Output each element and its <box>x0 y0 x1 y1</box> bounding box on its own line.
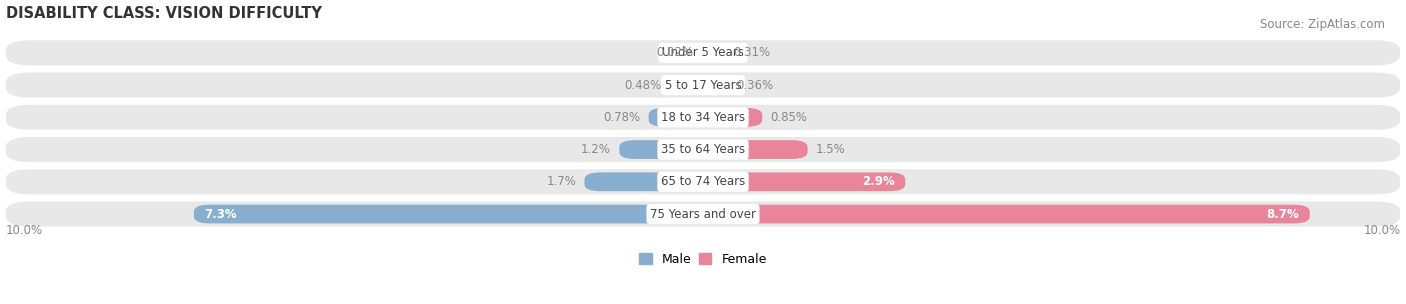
Text: 5 to 17 Years: 5 to 17 Years <box>665 79 741 92</box>
Text: 0.36%: 0.36% <box>737 79 773 92</box>
Text: 0.85%: 0.85% <box>770 111 807 124</box>
FancyBboxPatch shape <box>194 205 703 223</box>
FancyBboxPatch shape <box>703 172 905 191</box>
FancyBboxPatch shape <box>6 73 1400 98</box>
FancyBboxPatch shape <box>6 169 1400 194</box>
FancyBboxPatch shape <box>703 76 728 95</box>
Text: DISABILITY CLASS: VISION DIFFICULTY: DISABILITY CLASS: VISION DIFFICULTY <box>6 5 322 21</box>
FancyBboxPatch shape <box>585 172 703 191</box>
Text: 35 to 64 Years: 35 to 64 Years <box>661 143 745 156</box>
Text: 0.78%: 0.78% <box>603 111 640 124</box>
Text: 2.9%: 2.9% <box>862 175 894 188</box>
FancyBboxPatch shape <box>669 76 703 95</box>
Text: 7.3%: 7.3% <box>204 208 238 221</box>
Legend: Male, Female: Male, Female <box>636 249 770 270</box>
FancyBboxPatch shape <box>703 43 724 62</box>
Text: 0.48%: 0.48% <box>624 79 661 92</box>
Text: 1.2%: 1.2% <box>581 143 612 156</box>
Text: 10.0%: 10.0% <box>1364 224 1400 237</box>
Text: 10.0%: 10.0% <box>6 224 42 237</box>
Text: 75 Years and over: 75 Years and over <box>650 208 756 221</box>
Text: 8.7%: 8.7% <box>1267 208 1299 221</box>
Text: 1.5%: 1.5% <box>815 143 846 156</box>
Text: 0.31%: 0.31% <box>733 46 770 59</box>
FancyBboxPatch shape <box>703 140 807 159</box>
Text: Under 5 Years: Under 5 Years <box>662 46 744 59</box>
FancyBboxPatch shape <box>648 108 703 127</box>
Text: 1.7%: 1.7% <box>546 175 576 188</box>
FancyBboxPatch shape <box>6 137 1400 162</box>
Text: 0.02%: 0.02% <box>657 46 693 59</box>
FancyBboxPatch shape <box>703 205 1310 223</box>
FancyBboxPatch shape <box>703 108 762 127</box>
FancyBboxPatch shape <box>688 43 717 62</box>
Text: 65 to 74 Years: 65 to 74 Years <box>661 175 745 188</box>
Text: 18 to 34 Years: 18 to 34 Years <box>661 111 745 124</box>
FancyBboxPatch shape <box>6 202 1400 227</box>
FancyBboxPatch shape <box>619 140 703 159</box>
Text: Source: ZipAtlas.com: Source: ZipAtlas.com <box>1260 18 1385 31</box>
FancyBboxPatch shape <box>6 105 1400 130</box>
FancyBboxPatch shape <box>6 40 1400 65</box>
